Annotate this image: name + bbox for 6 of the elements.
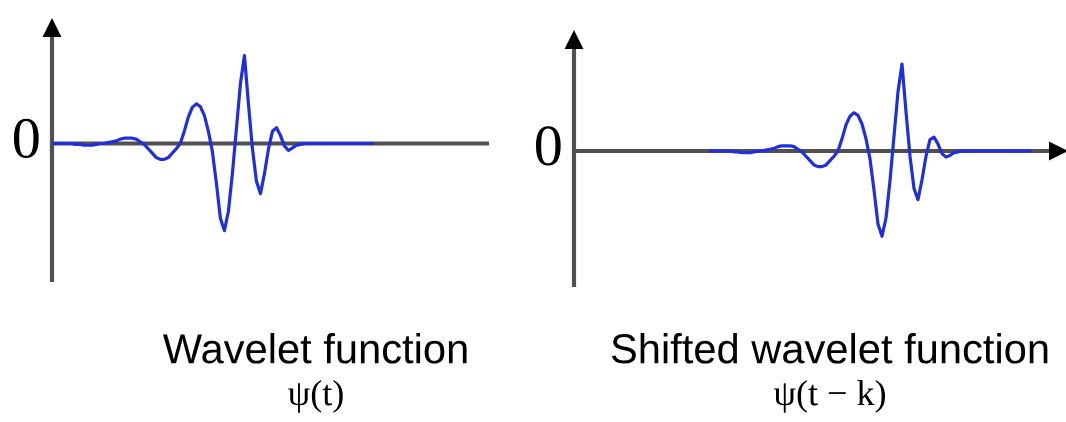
- text: ψ(t − k): [773, 380, 885, 413]
- ref-line-label: 0: [535, 126, 561, 166]
- text: Shifted wavelet function: [611, 333, 1048, 364]
- text: ψ(t): [288, 380, 343, 413]
- ref-line-label: 0: [13, 118, 39, 159]
- text: Wavelet function: [162, 333, 467, 364]
